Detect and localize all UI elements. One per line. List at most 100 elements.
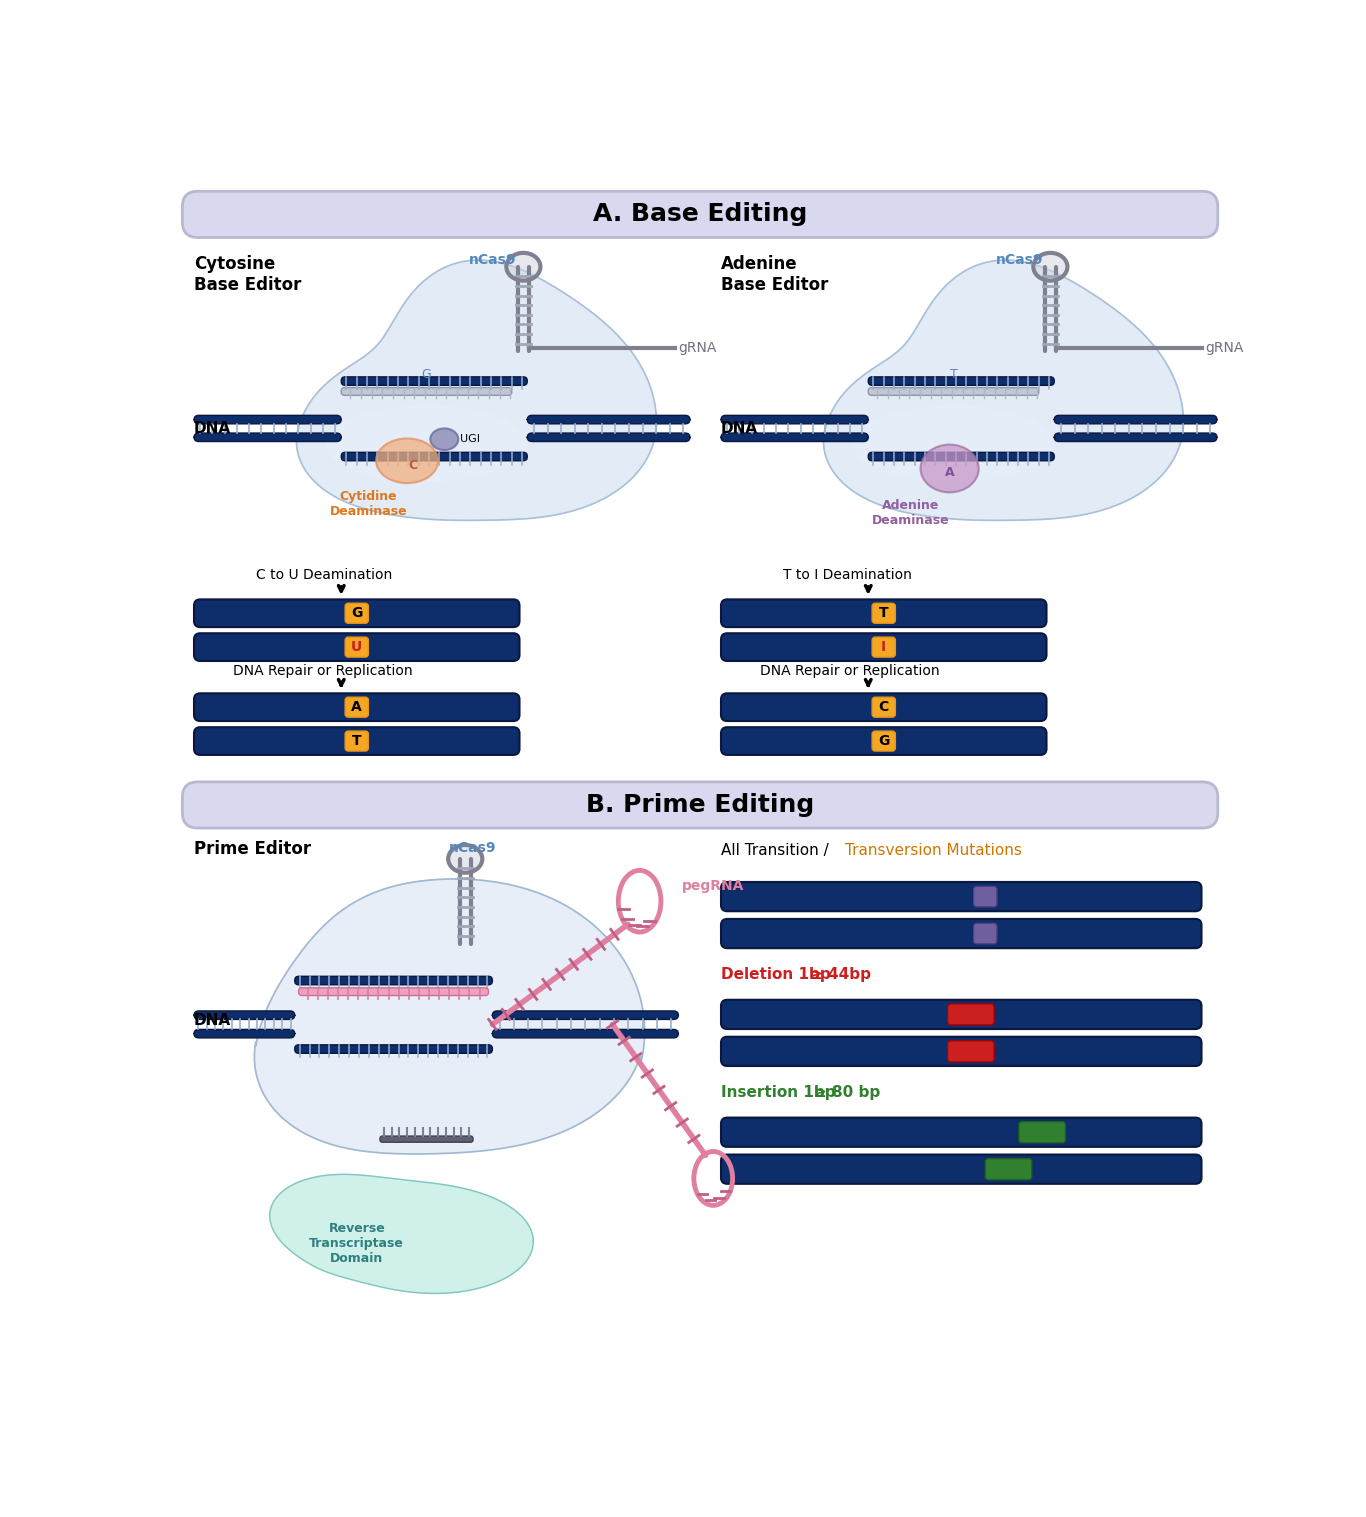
FancyBboxPatch shape: [299, 988, 489, 995]
FancyBboxPatch shape: [721, 1154, 1202, 1183]
FancyBboxPatch shape: [183, 781, 1217, 828]
FancyBboxPatch shape: [380, 1136, 473, 1142]
FancyBboxPatch shape: [194, 1010, 295, 1019]
Text: Prime Editor: Prime Editor: [194, 839, 311, 857]
Text: DNA Repair or Replication: DNA Repair or Replication: [759, 664, 940, 678]
Text: T: T: [352, 734, 362, 748]
Text: nCas9: nCas9: [469, 253, 516, 267]
FancyBboxPatch shape: [183, 191, 1217, 238]
Ellipse shape: [325, 405, 527, 482]
Text: U: U: [351, 640, 362, 654]
FancyBboxPatch shape: [295, 1045, 492, 1053]
Text: ≥ 44bp: ≥ 44bp: [810, 968, 872, 983]
Ellipse shape: [921, 444, 978, 493]
FancyBboxPatch shape: [869, 452, 1055, 461]
FancyBboxPatch shape: [721, 693, 1046, 721]
Text: Transversion Mutations: Transversion Mutations: [846, 843, 1022, 859]
Text: C: C: [878, 701, 889, 715]
FancyBboxPatch shape: [948, 1041, 994, 1062]
Text: B. Prime Editing: B. Prime Editing: [586, 793, 814, 818]
FancyBboxPatch shape: [721, 599, 1046, 627]
FancyBboxPatch shape: [721, 881, 1202, 912]
Text: T to I Deamination: T to I Deamination: [783, 569, 912, 583]
Text: G: G: [422, 369, 432, 381]
FancyBboxPatch shape: [948, 1004, 994, 1025]
Text: Adenine
Deaminase: Adenine Deaminase: [872, 499, 949, 528]
FancyBboxPatch shape: [527, 432, 690, 441]
FancyBboxPatch shape: [492, 1010, 679, 1019]
Text: DNA Repair or Replication: DNA Repair or Replication: [232, 664, 413, 678]
FancyBboxPatch shape: [194, 727, 519, 755]
FancyBboxPatch shape: [872, 731, 895, 751]
Text: Adenine
Base Editor: Adenine Base Editor: [721, 255, 828, 294]
Text: C to U Deamination: C to U Deamination: [255, 569, 392, 583]
Polygon shape: [269, 1174, 533, 1294]
Text: DNA: DNA: [721, 420, 758, 435]
FancyBboxPatch shape: [527, 416, 690, 423]
FancyBboxPatch shape: [346, 698, 369, 718]
FancyBboxPatch shape: [721, 432, 869, 441]
Ellipse shape: [448, 845, 482, 872]
Text: UGI: UGI: [460, 434, 479, 444]
FancyBboxPatch shape: [869, 376, 1055, 385]
FancyBboxPatch shape: [1055, 432, 1217, 441]
Text: C: C: [408, 460, 418, 472]
Text: gRNA: gRNA: [1205, 341, 1244, 355]
Text: Insertion 1bp: Insertion 1bp: [721, 1085, 841, 1100]
FancyBboxPatch shape: [492, 1030, 679, 1038]
Text: pegRNA: pegRNA: [682, 878, 744, 894]
Text: nCas9: nCas9: [449, 840, 497, 856]
FancyBboxPatch shape: [194, 633, 519, 661]
Text: T: T: [878, 607, 888, 620]
FancyBboxPatch shape: [721, 633, 1046, 661]
Text: All Transition /: All Transition /: [721, 843, 833, 859]
FancyBboxPatch shape: [342, 376, 527, 385]
FancyBboxPatch shape: [974, 886, 997, 907]
FancyBboxPatch shape: [985, 1159, 1031, 1180]
Text: DNA: DNA: [194, 1013, 231, 1029]
Ellipse shape: [507, 253, 541, 281]
FancyBboxPatch shape: [342, 388, 512, 396]
Text: T: T: [949, 369, 958, 381]
Ellipse shape: [852, 405, 1055, 482]
Text: Cytidine
Deaminase: Cytidine Deaminase: [329, 490, 407, 517]
Text: G: G: [351, 607, 362, 620]
Text: A: A: [945, 466, 955, 479]
Polygon shape: [824, 259, 1183, 520]
Ellipse shape: [430, 428, 458, 451]
Text: Deletion 1bp: Deletion 1bp: [721, 968, 836, 983]
FancyBboxPatch shape: [342, 452, 527, 461]
FancyBboxPatch shape: [872, 637, 895, 657]
FancyBboxPatch shape: [346, 604, 369, 623]
FancyBboxPatch shape: [721, 919, 1202, 948]
FancyBboxPatch shape: [194, 1030, 295, 1038]
FancyBboxPatch shape: [721, 1036, 1202, 1066]
FancyBboxPatch shape: [721, 1000, 1202, 1029]
FancyBboxPatch shape: [1055, 416, 1217, 423]
Polygon shape: [254, 878, 645, 1154]
Text: A. Base Editing: A. Base Editing: [593, 202, 807, 226]
FancyBboxPatch shape: [194, 432, 342, 441]
FancyBboxPatch shape: [872, 698, 895, 718]
FancyBboxPatch shape: [721, 727, 1046, 755]
Ellipse shape: [376, 438, 438, 482]
Text: ≥ 80 bp: ≥ 80 bp: [814, 1085, 880, 1100]
Text: Cytosine
Base Editor: Cytosine Base Editor: [194, 255, 302, 294]
FancyBboxPatch shape: [872, 604, 895, 623]
Text: nCas9: nCas9: [996, 253, 1044, 267]
Text: I: I: [881, 640, 887, 654]
FancyBboxPatch shape: [194, 599, 519, 627]
FancyBboxPatch shape: [974, 924, 997, 944]
FancyBboxPatch shape: [346, 637, 369, 657]
Text: Reverse
Transcriptase
Domain: Reverse Transcriptase Domain: [309, 1223, 404, 1265]
Ellipse shape: [1033, 253, 1067, 281]
Text: A: A: [351, 701, 362, 715]
FancyBboxPatch shape: [194, 693, 519, 721]
FancyBboxPatch shape: [721, 1118, 1202, 1147]
Text: G: G: [878, 734, 889, 748]
FancyBboxPatch shape: [346, 731, 369, 751]
FancyBboxPatch shape: [194, 416, 342, 423]
FancyBboxPatch shape: [869, 388, 1038, 396]
FancyBboxPatch shape: [295, 977, 492, 985]
Text: DNA: DNA: [194, 420, 231, 435]
